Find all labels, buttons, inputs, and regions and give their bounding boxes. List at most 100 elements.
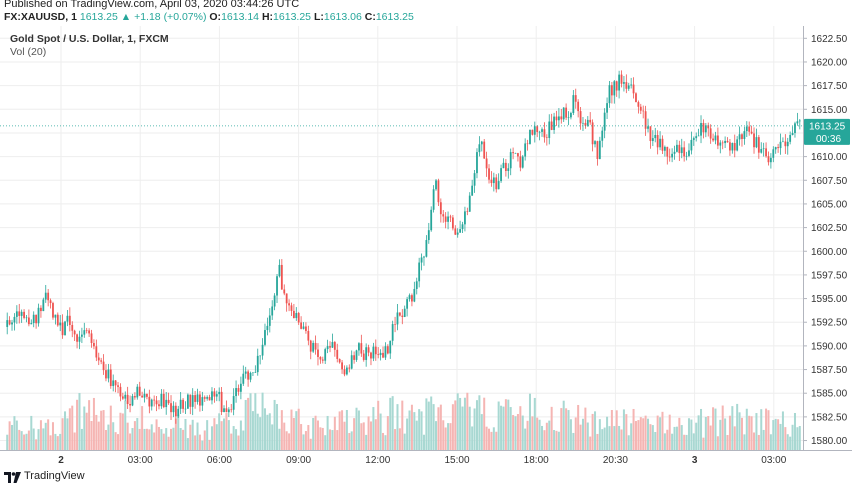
volume-bar [56,436,59,450]
candle-body [172,405,175,413]
volume-bar [314,415,317,450]
candle-body [126,394,129,404]
volume-bar [227,420,230,450]
candle-body [61,322,64,336]
candle-body [235,388,237,397]
candle-body [748,126,751,132]
candle-body [227,409,230,413]
y-tick-label: 1617.50 [811,81,848,92]
low-label: L: [313,11,324,23]
volume-bar [357,410,360,450]
candle-body [411,295,413,302]
candle-body [268,315,271,326]
candle-body [676,144,678,152]
volume-bar [239,420,242,450]
candle-body [348,367,351,369]
volume-bar [553,430,556,450]
volume-bar [290,409,293,450]
volume-bar [189,424,192,450]
symbol-label: FX:XAUUSD, 1 [4,11,77,23]
volume-bar [796,427,799,450]
volume-bar [210,426,213,450]
volume-bar [44,422,47,450]
time-axis[interactable]: 2 03:00 06:00 09:00 12:00 15:00 18:00 20:30 3 03:… [58,455,787,466]
candle-body [490,179,493,184]
volume-bar [569,419,572,450]
candle-body [492,177,495,184]
volume-bar [444,427,447,450]
candle-body [56,314,59,326]
volume-bar [247,397,250,450]
candle-body [618,74,621,91]
price-axis[interactable]: 1622.501620.001617.501615.001612.501610.… [803,34,848,447]
volume-bar [415,420,418,450]
candle-body [324,349,327,361]
volume-bar [594,411,597,450]
candle-body [54,314,57,318]
volume-bar [150,424,153,450]
volume-bar [485,426,488,450]
candle-body [264,330,266,345]
candle-body [538,131,541,133]
y-tick-label: 1607.50 [811,176,848,187]
volume-bar [90,420,93,450]
volume-bar [114,432,117,450]
candle-body [531,129,534,135]
candle-body [762,148,765,150]
candle-body [6,320,9,327]
candle-body [167,399,170,404]
y-tick-label: 1587.50 [811,365,848,376]
candle-body [203,397,206,399]
volume-bar [456,393,459,450]
candle-body [639,106,642,111]
candle-body [398,312,401,316]
volume-bar [25,433,28,450]
volume-bar [157,426,160,450]
candle-body [509,152,512,169]
volume-bar [362,422,365,450]
candle-body [288,303,290,306]
volume-bar [777,419,780,450]
candle-body [64,321,66,336]
volume-bar [613,426,616,450]
x-tick-label: 20:30 [603,455,628,466]
volume-bar [731,406,734,450]
volume-bar [235,429,238,450]
candle-body [179,399,182,409]
candle-body [741,134,743,139]
volume-bar [644,415,647,450]
volume-bar [721,405,724,450]
y-tick-label: 1580.00 [811,436,848,447]
candle-body [478,144,481,153]
volume-bar [396,404,399,450]
x-tick-label: 06:00 [207,455,232,466]
volume-bar [536,417,539,450]
volume-bar [109,405,112,450]
candle-body [312,342,315,352]
candle-body [743,131,746,139]
candle-body [557,116,560,121]
volume-bar [54,433,57,450]
volume-bar [750,416,753,450]
candle-body [704,125,707,133]
candle-body [394,324,396,325]
candle-body [584,122,587,126]
candle-body [338,358,341,363]
candle-body [719,142,722,146]
volume-bar [119,412,122,450]
candle-body [550,121,553,130]
volume-bar [632,408,635,450]
candle-body [541,129,543,132]
volume-bar [141,406,144,450]
x-tick-label: 03:00 [128,455,153,466]
volume-bar [124,400,127,450]
candle-body [586,119,589,126]
volume-bar [500,405,503,450]
x-tick-label: 15:00 [444,455,469,466]
candle-body [307,330,310,341]
candle-body [280,264,283,290]
volume-bar [675,426,678,450]
volume-bar [201,440,204,450]
volume-bar [324,435,327,450]
